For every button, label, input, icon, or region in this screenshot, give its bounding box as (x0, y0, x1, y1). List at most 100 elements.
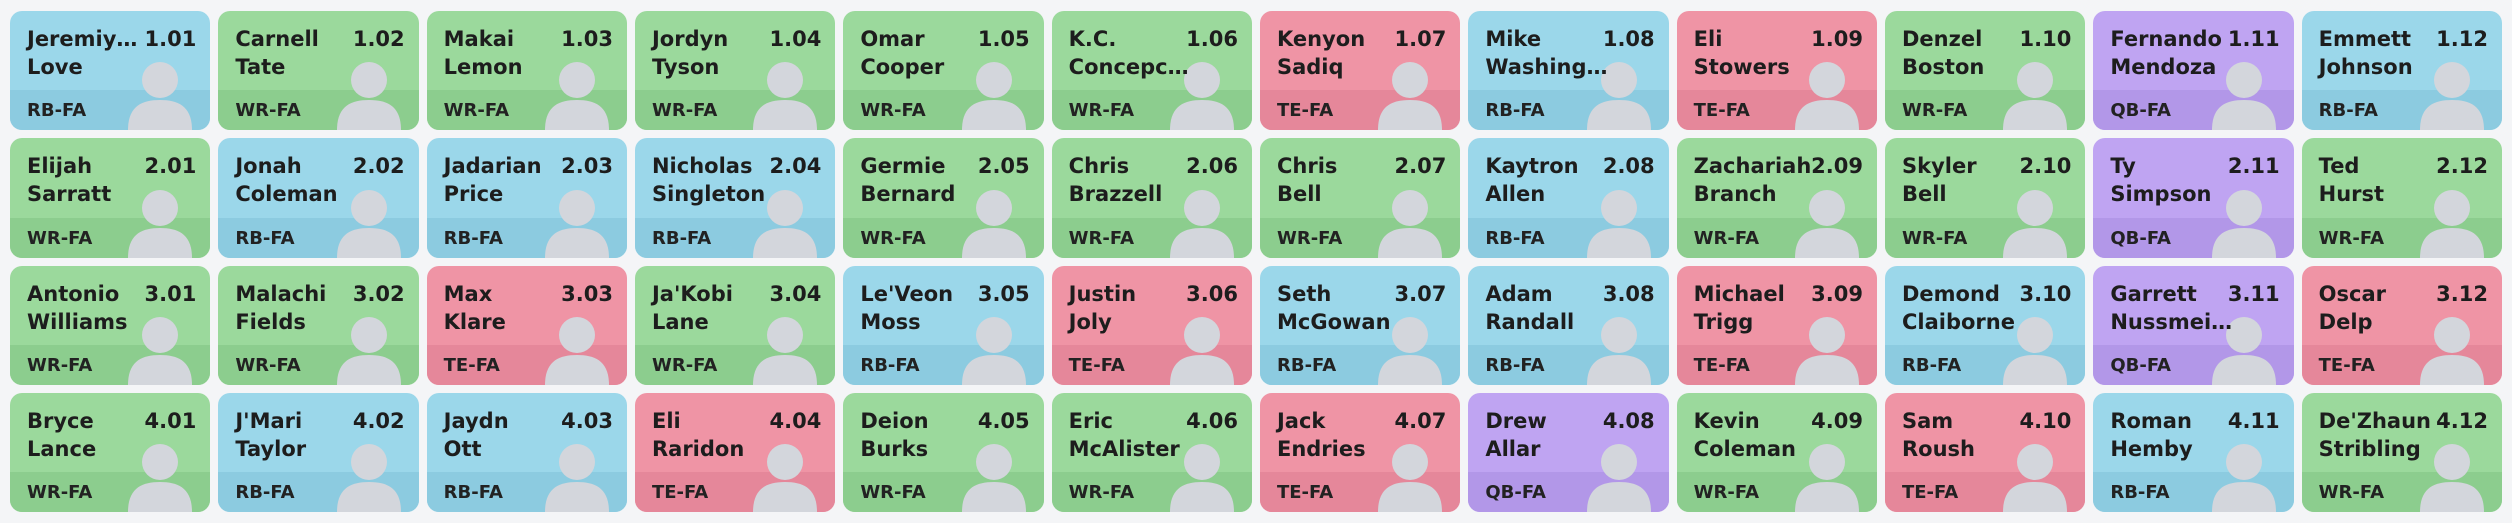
pick-number: 2.08 (1602, 154, 1655, 179)
player-card[interactable]: Jadarian Price 2.03 RB-FA (426, 138, 627, 258)
player-card[interactable]: Max Klare 3.03 TE-FA (426, 265, 627, 385)
position: QB-FA (2110, 354, 2171, 376)
player-card[interactable]: Skyler Bell 2.10 WR-FA (1884, 138, 2086, 258)
player-card[interactable]: Sam Roush 4.10 TE-FA (1884, 392, 2086, 512)
player-card[interactable]: Drew Allar 4.08 QB-FA (1468, 392, 1669, 512)
position: TE-FA (1901, 482, 1959, 503)
position: WR-FA (1901, 227, 1968, 249)
player-card[interactable]: J'Mari Taylor 4.02 RB-FA (218, 392, 419, 512)
player-card[interactable]: Ty Simpson 2.11 QB-FA (2093, 138, 2294, 258)
position: RB-FA (1485, 354, 1545, 376)
player-card[interactable]: Jonah Coleman 2.02 RB-FA (218, 138, 419, 258)
player-card[interactable]: Ted Hurst 2.12 WR-FA (2301, 138, 2502, 258)
player-card[interactable]: Emmett Johnson 1.12 RB-FA (2301, 11, 2502, 131)
position: WR-FA (860, 227, 926, 249)
player-name: Germie Bernard (860, 152, 955, 208)
first-name: Jordyn (651, 27, 729, 51)
position: WR-FA (651, 100, 718, 122)
player-card[interactable]: Chris Brazzell 2.06 WR-FA (1051, 138, 1252, 258)
avatar (1169, 316, 1234, 385)
player-card[interactable]: Jaydn Ott 4.03 RB-FA (426, 392, 627, 512)
player-name: Garrett Nussmei… (2110, 280, 2232, 336)
player-card[interactable]: Denzel Boston 1.10 WR-FA (1884, 11, 2086, 131)
pick-number: 3.11 (2227, 281, 2280, 306)
first-name: J'Mari (235, 408, 303, 433)
first-name: De'Zhaun (2318, 408, 2432, 433)
first-name: Justin (1068, 281, 1137, 306)
pick-number: 4.12 (2436, 408, 2488, 433)
player-card[interactable]: Jordyn Tyson 1.04 WR-FA (634, 11, 836, 131)
player-card[interactable]: K.C. Concepc… 1.06 WR-FA (1051, 11, 1252, 131)
first-name: Chris (1276, 154, 1338, 179)
last-name: Coleman (1693, 436, 1796, 461)
avatar (1169, 444, 1234, 512)
pick-number: 3.03 (561, 281, 613, 306)
avatar (1794, 62, 1859, 131)
player-name: Justin Joly (1069, 280, 1136, 336)
player-card[interactable]: De'Zhaun Stribling 4.12 WR-FA (2301, 392, 2502, 512)
player-name: De'Zhaun Stribling (2319, 407, 2431, 463)
position: TE-FA (443, 354, 500, 376)
player-card[interactable]: Le'Veon Moss 3.05 RB-FA (843, 265, 1044, 385)
player-card[interactable]: Seth McGowan 3.07 RB-FA (1259, 265, 1461, 385)
position: RB-FA (443, 482, 503, 503)
last-name: Simpson (2110, 182, 2212, 207)
pick-number: 2.07 (1394, 154, 1447, 179)
player-name: J'Mari Taylor (235, 407, 306, 463)
player-card[interactable]: Jeremiy… Love 1.01 RB-FA (10, 11, 211, 131)
player-card[interactable]: Eli Stowers 1.09 TE-FA (1676, 11, 1877, 131)
pick-number: 3.08 (1602, 281, 1655, 306)
player-card[interactable]: Jack Endries 4.07 TE-FA (1259, 392, 1461, 512)
player-card[interactable]: Deion Burks 4.05 WR-FA (843, 392, 1044, 512)
player-card[interactable]: Roman Hemby 4.11 RB-FA (2093, 392, 2294, 512)
player-card[interactable]: Omar Cooper 1.05 WR-FA (843, 11, 1044, 131)
player-card[interactable]: Mike Washing… 1.08 RB-FA (1468, 11, 1669, 131)
pick-number: 3.10 (2019, 281, 2072, 306)
player-card[interactable]: Fernando Mendoza 1.11 QB-FA (2093, 11, 2294, 131)
player-card[interactable]: Bryce Lance 4.01 WR-FA (10, 392, 211, 512)
pick-number: 3.01 (144, 281, 197, 306)
player-card[interactable]: Elijah Sarratt 2.01 WR-FA (10, 138, 211, 258)
avatar (128, 189, 193, 258)
player-card[interactable]: Kevin Coleman 4.09 WR-FA (1676, 392, 1877, 512)
pick-number: 3.05 (977, 281, 1030, 306)
first-name: Garrett (2110, 281, 2197, 306)
player-card[interactable]: Antonio Williams 3.01 WR-FA (10, 265, 211, 385)
player-card[interactable]: Oscar Delp 3.12 TE-FA (2301, 265, 2502, 385)
player-card[interactable]: Eric McAlister 4.06 WR-FA (1051, 392, 1252, 512)
player-card[interactable]: Justin Joly 3.06 TE-FA (1051, 265, 1252, 385)
position: WR-FA (235, 354, 301, 376)
player-card[interactable]: Kenyon Sadiq 1.07 TE-FA (1259, 11, 1461, 131)
player-card[interactable]: Malachi Fields 3.02 WR-FA (218, 265, 419, 385)
pick-number: 2.02 (352, 154, 405, 179)
position: WR-FA (443, 100, 510, 122)
player-card[interactable]: Ja'Kobi Lane 3.04 WR-FA (634, 265, 836, 385)
last-name: Johnson (2318, 55, 2413, 79)
player-card[interactable]: Chris Bell 2.07 WR-FA (1259, 138, 1461, 258)
player-card[interactable]: Eli Raridon 4.04 TE-FA (634, 392, 836, 512)
player-card[interactable]: Adam Randall 3.08 RB-FA (1468, 265, 1669, 385)
player-card[interactable]: Garrett Nussmei… 3.11 QB-FA (2093, 265, 2294, 385)
player-card[interactable]: Michael Trigg 3.09 TE-FA (1676, 265, 1877, 385)
first-name: Nicholas (651, 154, 753, 179)
pick-number: 1.07 (1394, 27, 1447, 51)
player-name: Kevin Coleman (1694, 407, 1796, 463)
player-card[interactable]: Zachariah Branch 2.09 WR-FA (1676, 138, 1877, 258)
pick-number: 1.06 (1186, 27, 1238, 51)
pick-number: 2.04 (769, 154, 822, 179)
pick-number: 4.02 (352, 408, 405, 433)
player-name: Emmett Johnson (2319, 25, 2413, 81)
position: WR-FA (1068, 100, 1135, 122)
player-card[interactable]: Carnell Tate 1.02 WR-FA (218, 11, 419, 131)
avatar (128, 444, 193, 512)
last-name: Moss (860, 309, 921, 334)
player-name: Demond Claiborne (1902, 280, 2015, 336)
position: WR-FA (2318, 482, 2385, 503)
player-card[interactable]: Germie Bernard 2.05 WR-FA (843, 138, 1044, 258)
player-card[interactable]: Kaytron Allen 2.08 RB-FA (1468, 138, 1669, 258)
player-card[interactable]: Makai Lemon 1.03 WR-FA (426, 11, 627, 131)
avatar (1378, 316, 1443, 385)
player-card[interactable]: Demond Claiborne 3.10 RB-FA (1884, 265, 2086, 385)
last-name: Stowers (1693, 55, 1790, 79)
player-card[interactable]: Nicholas Singleton 2.04 RB-FA (634, 138, 836, 258)
